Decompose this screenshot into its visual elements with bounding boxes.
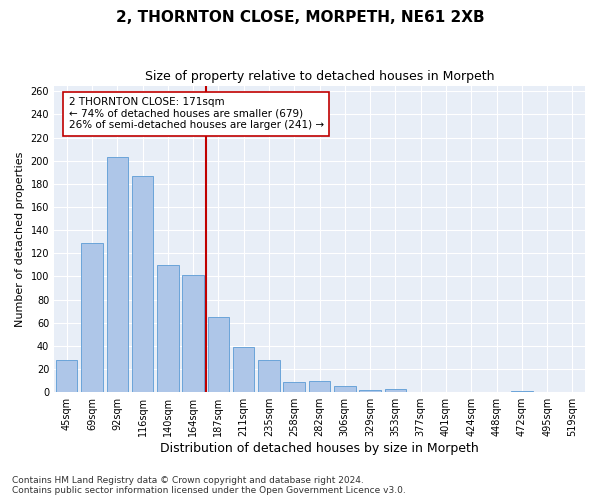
Bar	[182, 276, 204, 392]
Bar	[334, 386, 356, 392]
Bar	[511, 391, 533, 392]
Bar	[132, 176, 153, 392]
Bar	[359, 390, 381, 392]
Text: 2 THORNTON CLOSE: 171sqm
← 74% of detached houses are smaller (679)
26% of semi-: 2 THORNTON CLOSE: 171sqm ← 74% of detach…	[69, 97, 324, 130]
Bar	[233, 347, 254, 392]
Bar	[56, 360, 77, 392]
Bar	[208, 317, 229, 392]
Y-axis label: Number of detached properties: Number of detached properties	[15, 151, 25, 326]
Text: 2, THORNTON CLOSE, MORPETH, NE61 2XB: 2, THORNTON CLOSE, MORPETH, NE61 2XB	[116, 10, 484, 25]
Bar	[258, 360, 280, 392]
Bar	[107, 158, 128, 392]
Bar	[309, 380, 330, 392]
Bar	[385, 388, 406, 392]
Bar	[157, 265, 179, 392]
Title: Size of property relative to detached houses in Morpeth: Size of property relative to detached ho…	[145, 70, 494, 83]
X-axis label: Distribution of detached houses by size in Morpeth: Distribution of detached houses by size …	[160, 442, 479, 455]
Bar	[283, 382, 305, 392]
Bar	[81, 243, 103, 392]
Text: Contains HM Land Registry data © Crown copyright and database right 2024.
Contai: Contains HM Land Registry data © Crown c…	[12, 476, 406, 495]
